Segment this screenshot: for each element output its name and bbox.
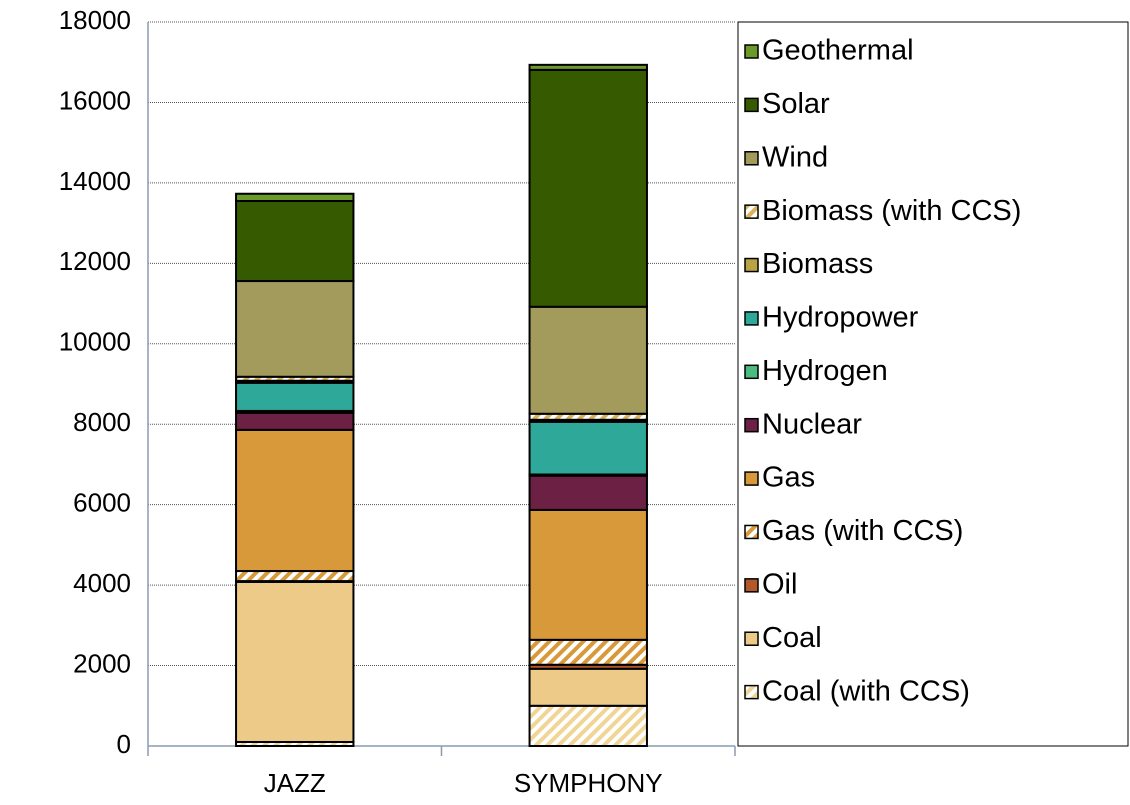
y-tick-label: 10000 <box>59 327 131 357</box>
bar-segment <box>235 580 355 743</box>
bar-segment <box>528 305 648 415</box>
legend-swatch <box>744 204 759 219</box>
legend-swatch <box>744 417 759 433</box>
bar-segment <box>528 667 648 707</box>
legend-label: Gas <box>762 462 815 494</box>
bar-segment <box>528 638 648 666</box>
bar-segment <box>235 192 355 202</box>
bar-segment <box>528 508 648 641</box>
legend-swatch <box>744 684 759 700</box>
y-tick-label: 14000 <box>59 166 131 196</box>
legend-label: Hydropower <box>762 302 919 334</box>
y-tick-label: 12000 <box>59 246 131 276</box>
legend-swatch <box>744 151 759 166</box>
legend-label: Gas (with CCS) <box>762 515 963 547</box>
legend-swatch <box>744 311 759 326</box>
bar-segment <box>235 428 355 573</box>
bar-segment <box>528 63 648 71</box>
y-tick-label: 18000 <box>59 5 131 35</box>
x-tick-label: JAZZ <box>264 768 326 798</box>
bar-segment <box>235 199 355 283</box>
legend-label: Biomass (with CCS) <box>762 195 1021 227</box>
y-tick-label: 4000 <box>73 568 131 598</box>
y-tick-label: 6000 <box>73 488 131 518</box>
bar-segment <box>235 411 355 431</box>
bar-segment <box>528 704 648 747</box>
bar-segment <box>528 474 648 511</box>
bar-segment <box>528 68 648 308</box>
legend-swatch <box>744 97 759 113</box>
legend-label: Hydrogen <box>762 355 888 387</box>
legend-swatch <box>744 44 759 59</box>
legend-swatch <box>744 631 759 646</box>
legend-swatch <box>744 471 759 486</box>
legend-label: Wind <box>762 141 828 173</box>
legend-label: Geothermal <box>762 35 914 67</box>
bar-segment <box>235 280 355 378</box>
bar-segment <box>235 381 355 412</box>
legend-label: Solar <box>762 88 830 120</box>
legend-label: Oil <box>762 569 797 601</box>
y-tick-label: 16000 <box>59 85 131 115</box>
legend-label: Coal (with CCS) <box>762 675 970 707</box>
bar-segment <box>235 570 355 583</box>
y-tick-label: 8000 <box>73 407 131 437</box>
legend-label: Biomass <box>762 248 873 280</box>
bar-segment <box>528 420 648 476</box>
legend-swatch <box>744 257 759 273</box>
y-tick-label: 0 <box>117 729 131 759</box>
legend-swatch <box>744 578 759 593</box>
legend-label: Nuclear <box>762 408 862 440</box>
x-tick-label: SYMPHONY <box>514 768 663 798</box>
legend-box <box>737 21 1129 747</box>
legend-label: Coal <box>762 622 822 654</box>
y-tick-label: 2000 <box>73 648 131 678</box>
legend-swatch <box>744 364 759 380</box>
legend-swatch <box>744 524 759 540</box>
